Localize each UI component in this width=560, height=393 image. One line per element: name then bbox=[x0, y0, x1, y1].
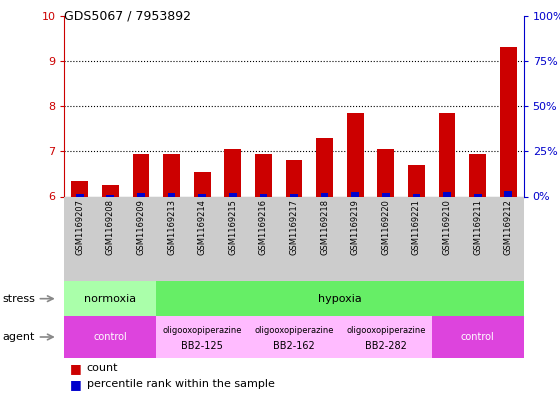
Bar bbox=[229, 193, 237, 196]
Text: stress: stress bbox=[3, 294, 36, 304]
Text: control: control bbox=[94, 332, 127, 342]
FancyBboxPatch shape bbox=[64, 281, 156, 316]
Bar bbox=[493, 196, 524, 281]
Text: GSM1169208: GSM1169208 bbox=[106, 199, 115, 255]
Bar bbox=[102, 185, 119, 196]
Text: GSM1169219: GSM1169219 bbox=[351, 199, 360, 255]
Bar bbox=[500, 47, 517, 196]
Bar bbox=[64, 316, 156, 358]
Text: GSM1169215: GSM1169215 bbox=[228, 199, 237, 255]
Text: GSM1169216: GSM1169216 bbox=[259, 199, 268, 255]
Bar bbox=[352, 192, 359, 196]
Bar bbox=[187, 196, 217, 281]
Bar bbox=[260, 194, 267, 196]
Bar bbox=[198, 194, 206, 196]
Text: GSM1169209: GSM1169209 bbox=[137, 199, 146, 255]
Text: GSM1169213: GSM1169213 bbox=[167, 199, 176, 255]
Text: GSM1169221: GSM1169221 bbox=[412, 199, 421, 255]
Bar bbox=[469, 154, 486, 196]
Bar bbox=[316, 138, 333, 196]
Text: ■: ■ bbox=[70, 362, 82, 375]
Bar bbox=[347, 113, 363, 196]
Bar bbox=[382, 193, 390, 196]
Bar bbox=[156, 316, 248, 358]
Bar bbox=[286, 160, 302, 196]
Bar bbox=[156, 196, 187, 281]
Text: GSM1169212: GSM1169212 bbox=[504, 199, 513, 255]
Text: control: control bbox=[461, 332, 494, 342]
Bar bbox=[71, 181, 88, 196]
Text: GSM1169220: GSM1169220 bbox=[381, 199, 390, 255]
Bar bbox=[290, 194, 298, 196]
Text: oligooxopiperazine: oligooxopiperazine bbox=[346, 326, 426, 335]
Bar bbox=[248, 316, 340, 358]
Text: hypoxia: hypoxia bbox=[318, 294, 362, 304]
Text: agent: agent bbox=[3, 332, 35, 342]
Bar bbox=[463, 196, 493, 281]
Bar bbox=[340, 196, 371, 281]
Bar bbox=[279, 196, 309, 281]
Text: GSM1169217: GSM1169217 bbox=[290, 199, 298, 255]
Bar bbox=[413, 194, 420, 196]
Bar bbox=[194, 172, 211, 196]
Text: GSM1169210: GSM1169210 bbox=[442, 199, 451, 255]
Text: count: count bbox=[87, 363, 118, 373]
Bar bbox=[137, 193, 144, 196]
Bar bbox=[255, 154, 272, 196]
Bar bbox=[133, 154, 150, 196]
Text: BB2-125: BB2-125 bbox=[181, 341, 223, 351]
Bar bbox=[321, 193, 329, 196]
Bar bbox=[371, 196, 401, 281]
Bar bbox=[432, 196, 463, 281]
Bar bbox=[309, 196, 340, 281]
Bar bbox=[340, 316, 432, 358]
Bar bbox=[76, 194, 83, 196]
Text: GSM1169207: GSM1169207 bbox=[75, 199, 84, 255]
Text: GSM1169211: GSM1169211 bbox=[473, 199, 482, 255]
Bar bbox=[248, 196, 279, 281]
Bar bbox=[125, 196, 156, 281]
Text: GDS5067 / 7953892: GDS5067 / 7953892 bbox=[64, 10, 192, 23]
FancyBboxPatch shape bbox=[156, 281, 524, 316]
Text: oligooxopiperazine: oligooxopiperazine bbox=[162, 326, 242, 335]
Text: normoxia: normoxia bbox=[84, 294, 137, 304]
Text: GSM1169214: GSM1169214 bbox=[198, 199, 207, 255]
Bar bbox=[401, 196, 432, 281]
Bar bbox=[432, 316, 524, 358]
Bar bbox=[64, 196, 95, 281]
Bar bbox=[217, 196, 248, 281]
Text: GSM1169218: GSM1169218 bbox=[320, 199, 329, 255]
Bar bbox=[474, 194, 482, 196]
Bar bbox=[408, 165, 425, 196]
Bar bbox=[438, 113, 455, 196]
Bar bbox=[444, 192, 451, 196]
Bar bbox=[168, 193, 175, 196]
Bar bbox=[377, 149, 394, 196]
Bar bbox=[163, 154, 180, 196]
Bar bbox=[225, 149, 241, 196]
Text: BB2-162: BB2-162 bbox=[273, 341, 315, 351]
Bar bbox=[505, 191, 512, 196]
Text: ■: ■ bbox=[70, 378, 82, 391]
Text: percentile rank within the sample: percentile rank within the sample bbox=[87, 379, 274, 389]
Bar bbox=[106, 195, 114, 196]
Bar bbox=[95, 196, 125, 281]
Text: oligooxopiperazine: oligooxopiperazine bbox=[254, 326, 334, 335]
Text: BB2-282: BB2-282 bbox=[365, 341, 407, 351]
